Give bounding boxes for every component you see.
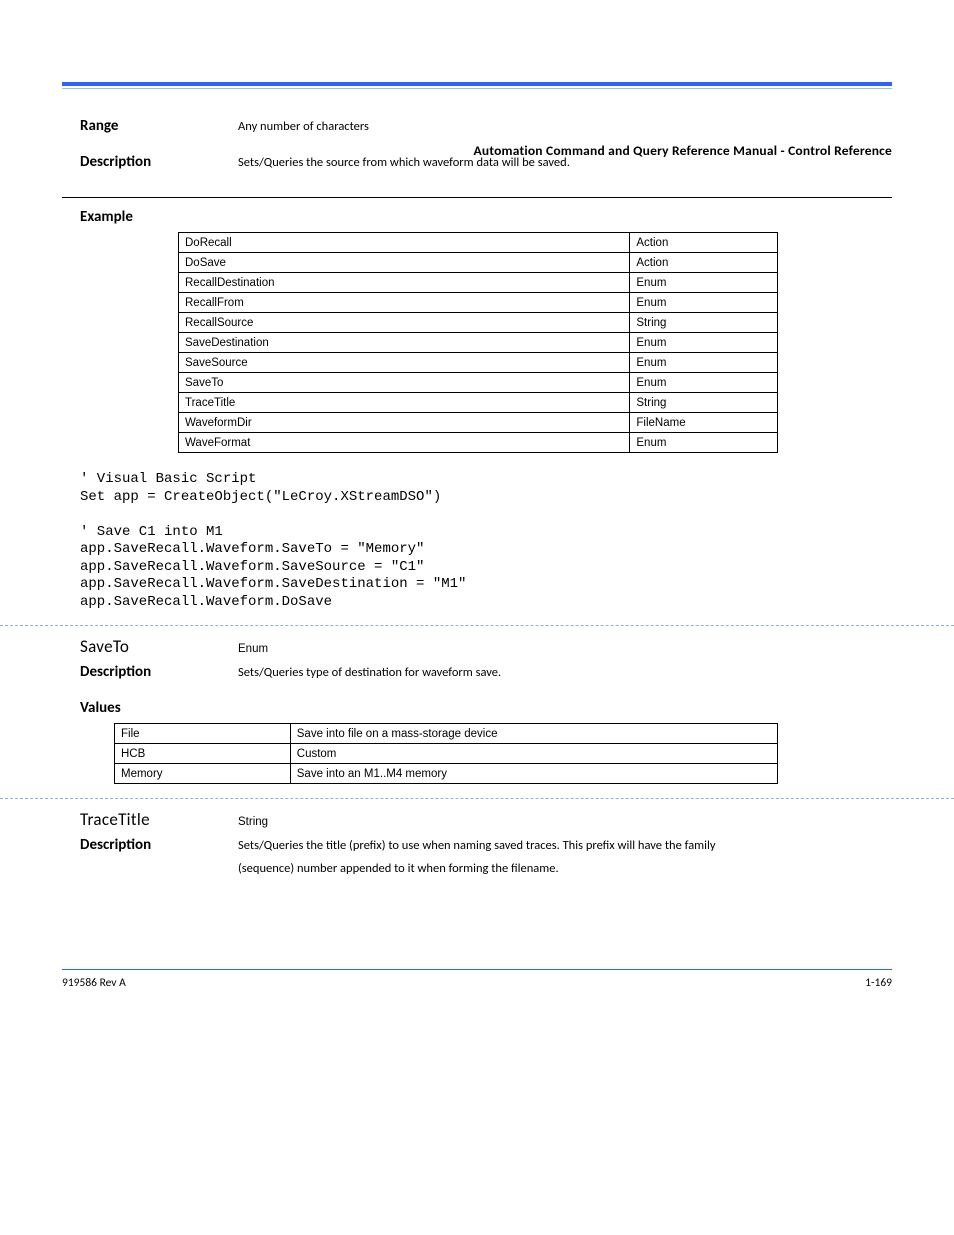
method-type-cell: Enum [630, 373, 778, 393]
method-type-cell: String [630, 313, 778, 333]
method-type-cell: Enum [630, 353, 778, 373]
table-row: SaveToEnum [179, 373, 778, 393]
item-SaveTo: SaveTo Enum [62, 636, 892, 657]
TraceTitle-desc-row: Description Sets/Queries the title (pref… [62, 836, 892, 854]
method-name-cell: RecallDestination [179, 273, 630, 293]
SaveTo-desc-text: Sets/Queries type of destination for wav… [238, 665, 501, 680]
method-name-cell: DoRecall [179, 233, 630, 253]
method-type-cell: Enum [630, 293, 778, 313]
method-type-cell: Action [630, 253, 778, 273]
dash-sep-2 [0, 798, 954, 799]
range-value: Any number of characters [238, 119, 369, 134]
method-type-cell: String [630, 393, 778, 413]
value-name-cell: Memory [115, 764, 291, 784]
example-heading: Example [80, 208, 238, 226]
table-row: TraceTitleString [179, 393, 778, 413]
table-row: SaveDestinationEnum [179, 333, 778, 353]
method-type-cell: Enum [630, 333, 778, 353]
method-name-cell: SaveSource [179, 353, 630, 373]
table-row: MemorySave into an M1..M4 memory [115, 764, 778, 784]
SaveTo-values-heading-row: Values [62, 699, 892, 717]
value-name-cell: File [115, 724, 291, 744]
method-type-cell: Action [630, 233, 778, 253]
dash-sep-1 [0, 625, 954, 626]
table-row: WaveFormatEnum [179, 433, 778, 453]
footer-page: 1-169 [865, 976, 892, 990]
footer-product: 919586 Rev A [62, 976, 126, 990]
table-row: HCBCustom [115, 744, 778, 764]
method-type-cell: FileName [630, 413, 778, 433]
running-header: Automation Command and Query Reference M… [474, 142, 893, 159]
value-name-cell: HCB [115, 744, 291, 764]
table-row: FileSave into file on a mass-storage dev… [115, 724, 778, 744]
item-name-TraceTitle: TraceTitle [80, 809, 238, 830]
item-type-SaveTo: Enum [238, 643, 268, 655]
range-block: Range Any number of characters [62, 117, 892, 135]
method-type-cell: Enum [630, 433, 778, 453]
value-desc-cell: Save into file on a mass-storage device [290, 724, 777, 744]
range-heading: Range [80, 117, 238, 135]
TraceTitle-desc-text: Sets/Queries the title (prefix) to use w… [238, 838, 716, 853]
header-rule-primary [62, 82, 892, 86]
method-name-cell: DoSave [179, 253, 630, 273]
method-name-cell: WaveFormat [179, 433, 630, 453]
value-desc-cell: Save into an M1..M4 memory [290, 764, 777, 784]
item-name-SaveTo: SaveTo [80, 636, 238, 657]
table-row: RecallSourceString [179, 313, 778, 333]
table-row: DoRecallAction [179, 233, 778, 253]
table-row: RecallDestinationEnum [179, 273, 778, 293]
item-TraceTitle: TraceTitle String [62, 809, 892, 830]
item-type-TraceTitle: String [238, 816, 268, 828]
header-rule-secondary [62, 88, 892, 89]
table-row: DoSaveAction [179, 253, 778, 273]
TraceTitle-desc-heading: Description [80, 836, 238, 854]
example-row: Example [62, 208, 892, 226]
method-type-cell: Enum [630, 273, 778, 293]
SaveTo-values-heading: Values [80, 699, 238, 717]
SaveTo-desc-heading: Description [80, 663, 238, 681]
table-row: WaveformDirFileName [179, 413, 778, 433]
table-row: RecallFromEnum [179, 293, 778, 313]
h-rule-1 [62, 197, 892, 198]
page: Automation Command and Query Reference M… [0, 82, 954, 1050]
footer: 919586 Rev A 1-169 [62, 970, 892, 990]
methods-table: DoRecallActionDoSaveActionRecallDestinat… [178, 232, 778, 453]
method-name-cell: WaveformDir [179, 413, 630, 433]
method-name-cell: TraceTitle [179, 393, 630, 413]
method-name-cell: RecallFrom [179, 293, 630, 313]
method-name-cell: RecallSource [179, 313, 630, 333]
description-heading-1: Description [80, 153, 238, 171]
method-name-cell: SaveTo [179, 373, 630, 393]
table-row: SaveSourceEnum [179, 353, 778, 373]
values-table-SaveTo: FileSave into file on a mass-storage dev… [114, 723, 778, 784]
example-code: ' Visual Basic Script Set app = CreateOb… [80, 471, 892, 611]
value-desc-cell: Custom [290, 744, 777, 764]
method-name-cell: SaveDestination [179, 333, 630, 353]
SaveTo-desc-row: Description Sets/Queries type of destina… [62, 663, 892, 681]
TraceTitle-desc-body-0: (sequence) number appended to it when fo… [62, 860, 892, 879]
